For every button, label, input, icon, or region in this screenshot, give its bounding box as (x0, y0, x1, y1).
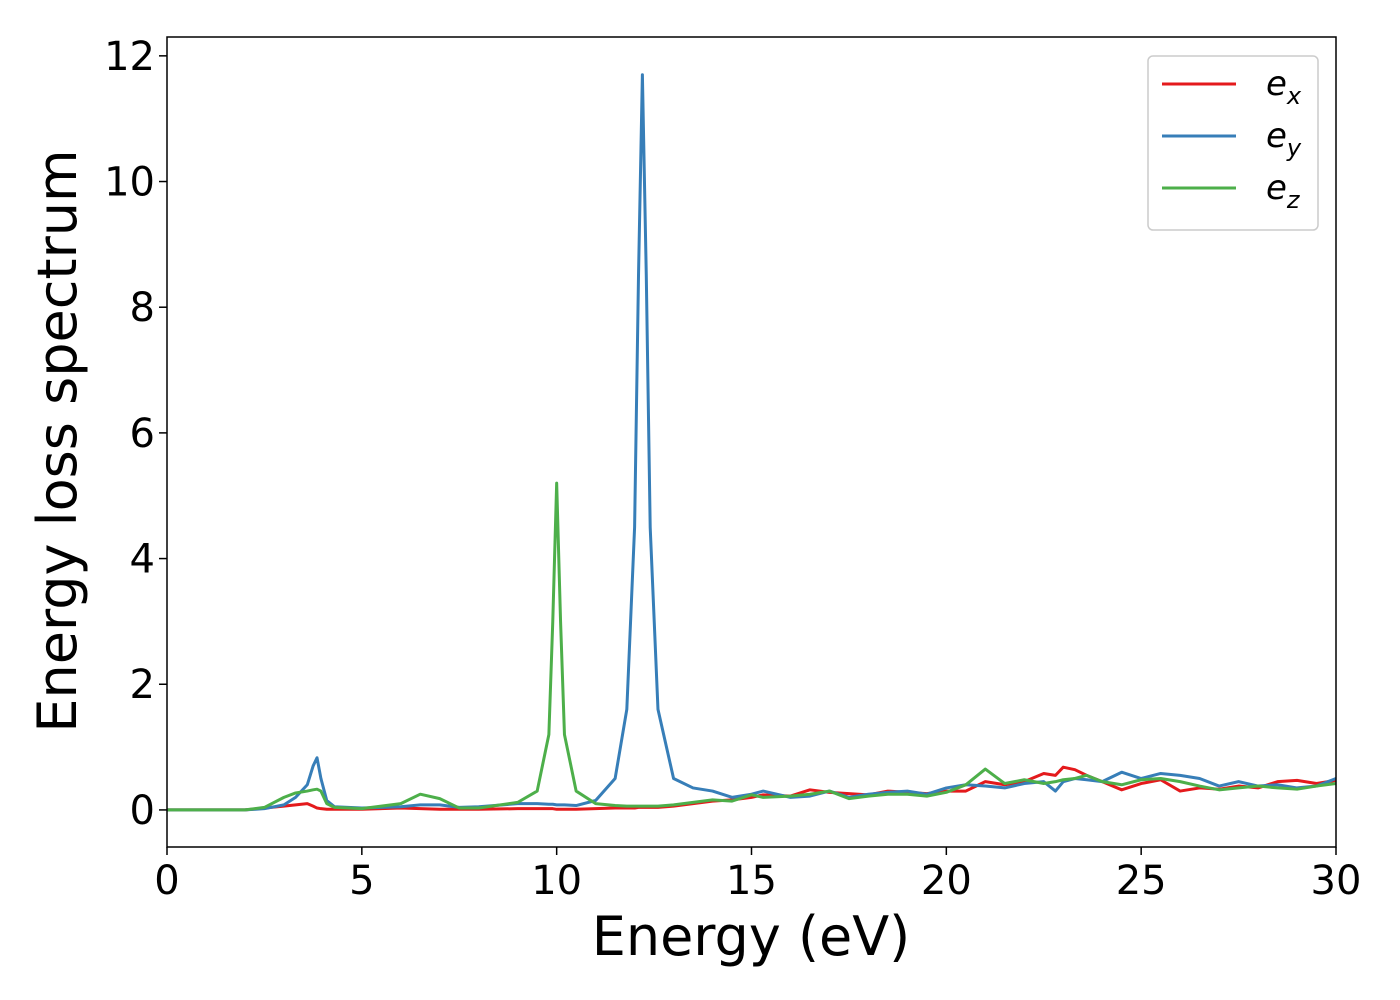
y-axis-label: Energy loss spectrum (26, 149, 89, 732)
y-tick-label: 6 (130, 411, 155, 457)
x-tick-label: 0 (154, 858, 179, 904)
y-tick-label: 0 (130, 788, 155, 834)
x-tick-label: 10 (531, 858, 582, 904)
legend-label: ez (1266, 168, 1301, 214)
x-tick-label: 15 (726, 858, 777, 904)
legend-label: ey (1266, 116, 1302, 162)
y-tick-label: 8 (130, 285, 155, 331)
x-tick-label: 30 (1311, 858, 1362, 904)
y-tick-label: 2 (130, 662, 155, 708)
x-axis-label: Energy (eV) (592, 905, 911, 968)
x-tick-label: 25 (1116, 858, 1167, 904)
y-tick-label: 12 (104, 34, 155, 80)
legend-label: ex (1266, 64, 1302, 110)
x-tick-label: 20 (921, 858, 972, 904)
y-tick-label: 4 (130, 537, 155, 583)
y-tick-label: 10 (104, 160, 155, 206)
plot-frame (166, 36, 1337, 848)
x-tick-label: 5 (349, 858, 374, 904)
series-line (167, 481, 1337, 812)
